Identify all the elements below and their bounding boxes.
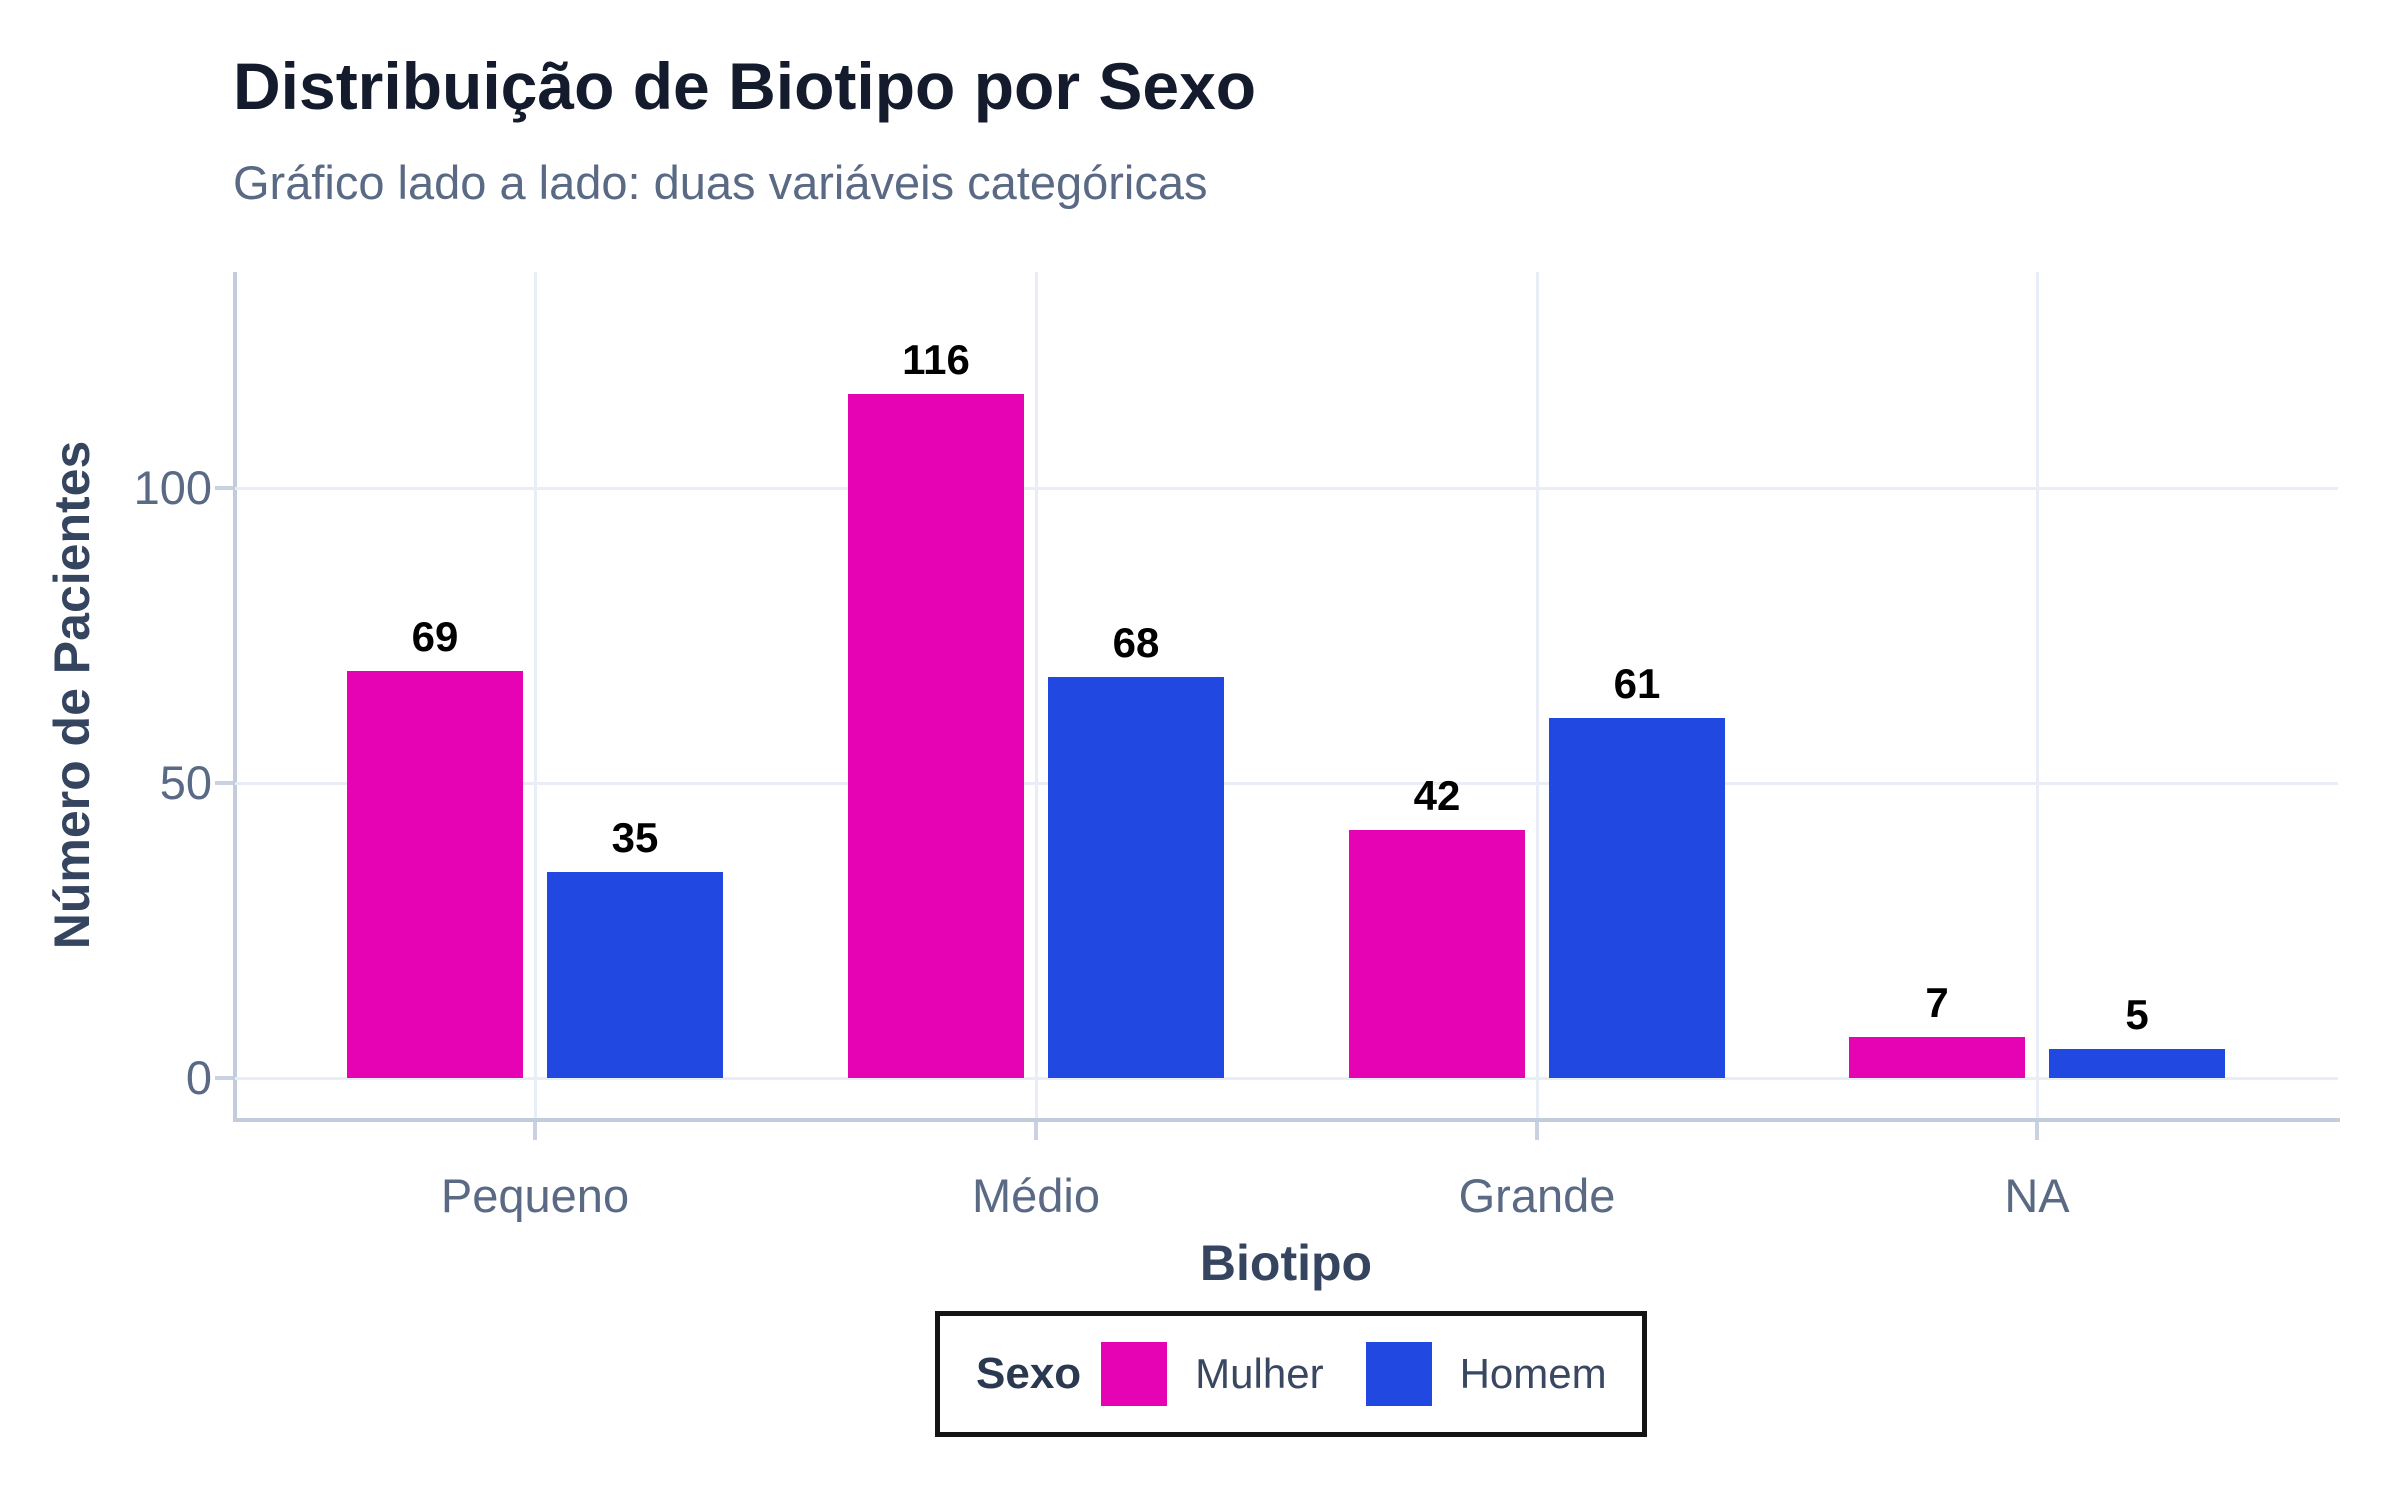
gridline-x-pequeno (533, 272, 537, 1118)
y-tick-label-100: 100 (133, 461, 212, 514)
gridline-x-na (2035, 272, 2039, 1118)
x-tick-mark-medio (1034, 1122, 1038, 1140)
bar-mulher-medio (848, 393, 1024, 1078)
plot-panel: 69 35 116 68 42 61 7 5 (235, 272, 2338, 1118)
bar-homem-na (2049, 1048, 2225, 1078)
x-tick-mark-grande (1535, 1122, 1539, 1140)
x-tick-label-pequeno: Pequeno (440, 1169, 630, 1222)
y-tick-mark-100 (215, 486, 233, 490)
gridline-y-50 (235, 781, 2338, 785)
legend-swatch-homem (1365, 1342, 1432, 1406)
legend-label-homem: Homem (1459, 1350, 1607, 1397)
bar-value-label-mulher-grande: 42 (1413, 772, 1461, 820)
x-tick-mark-na (2035, 1122, 2039, 1140)
bar-value-label-homem-medio: 68 (1112, 618, 1160, 666)
y-tick-label-0: 0 (185, 1051, 212, 1104)
bar-value-label-homem-grande: 61 (1613, 660, 1661, 708)
y-tick-mark-0 (215, 1076, 233, 1080)
bar-homem-grande (1549, 718, 1725, 1078)
chart-title: Distribuição de Biotipo por Sexo (233, 49, 1257, 123)
y-tick-label-50: 50 (159, 756, 212, 809)
bar-mulher-grande (1349, 830, 1525, 1078)
bar-value-label-homem-na: 5 (2125, 990, 2149, 1038)
bar-value-label-mulher-pequeno: 69 (411, 612, 459, 660)
bar-homem-pequeno (547, 871, 723, 1078)
legend-title: Sexo (976, 1349, 1082, 1398)
bar-value-label-mulher-medio: 116 (902, 335, 970, 383)
bar-value-label-mulher-na: 7 (1925, 978, 1949, 1026)
x-tick-label-medio: Médio (971, 1169, 1101, 1222)
chart-subtitle: Gráfico lado a lado: duas variáveis cate… (233, 156, 1208, 209)
gridline-y-0 (235, 1076, 2338, 1080)
x-tick-mark-pequeno (533, 1122, 537, 1140)
legend-box: Sexo Mulher Homem (935, 1311, 1647, 1437)
y-axis-title: Número de Pacientes (44, 440, 100, 950)
x-axis-title: Biotipo (1199, 1235, 1373, 1291)
x-tick-label-grande: Grande (1458, 1169, 1616, 1222)
y-axis-line (233, 272, 237, 1122)
bar-mulher-pequeno (347, 670, 523, 1078)
y-tick-mark-50 (215, 781, 233, 785)
bar-value-label-homem-pequeno: 35 (611, 813, 659, 861)
x-axis-line (233, 1118, 2340, 1122)
gridline-x-grande (1535, 272, 1539, 1118)
gridline-y-100 (235, 486, 2338, 490)
legend-label-mulher: Mulher (1195, 1350, 1324, 1397)
bar-mulher-na (1849, 1036, 2025, 1078)
gridline-x-medio (1034, 272, 1038, 1118)
legend-swatch-mulher (1101, 1342, 1168, 1406)
bar-homem-medio (1048, 676, 1224, 1078)
x-tick-label-na: NA (2004, 1169, 2070, 1222)
